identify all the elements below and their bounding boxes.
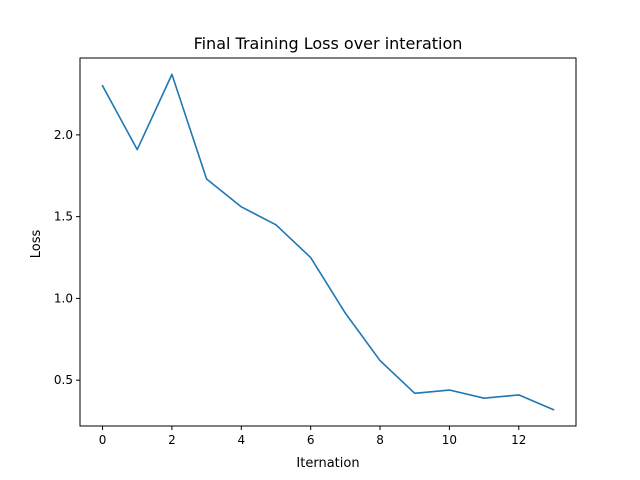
x-axis-label: Iternation bbox=[296, 456, 359, 471]
x-tick-label: 4 bbox=[237, 433, 245, 447]
series-layer bbox=[101, 73, 555, 411]
x-tick-label: 12 bbox=[511, 433, 526, 447]
axes-layer bbox=[79, 57, 577, 427]
x-tick-label: 8 bbox=[376, 433, 384, 447]
x-tick-label: 6 bbox=[307, 433, 315, 447]
series-line-0 bbox=[101, 73, 555, 411]
x-tick-label: 0 bbox=[99, 433, 107, 447]
y-tick-label: 1.0 bbox=[54, 291, 73, 305]
y-axis-label: Loss bbox=[29, 230, 44, 259]
y-tick-label: 1.5 bbox=[54, 210, 73, 224]
ticks-layer: 0 2 4 6 8 10 12 0.5 1.0 1.5 2.0 bbox=[54, 128, 527, 447]
axes-frame bbox=[79, 57, 577, 427]
chart-title: Final Training Loss over interation bbox=[194, 34, 463, 53]
y-tick-label: 2.0 bbox=[54, 128, 73, 142]
x-tick-label: 2 bbox=[168, 433, 176, 447]
x-tick-label: 10 bbox=[442, 433, 457, 447]
y-tick-label: 0.5 bbox=[54, 373, 73, 387]
